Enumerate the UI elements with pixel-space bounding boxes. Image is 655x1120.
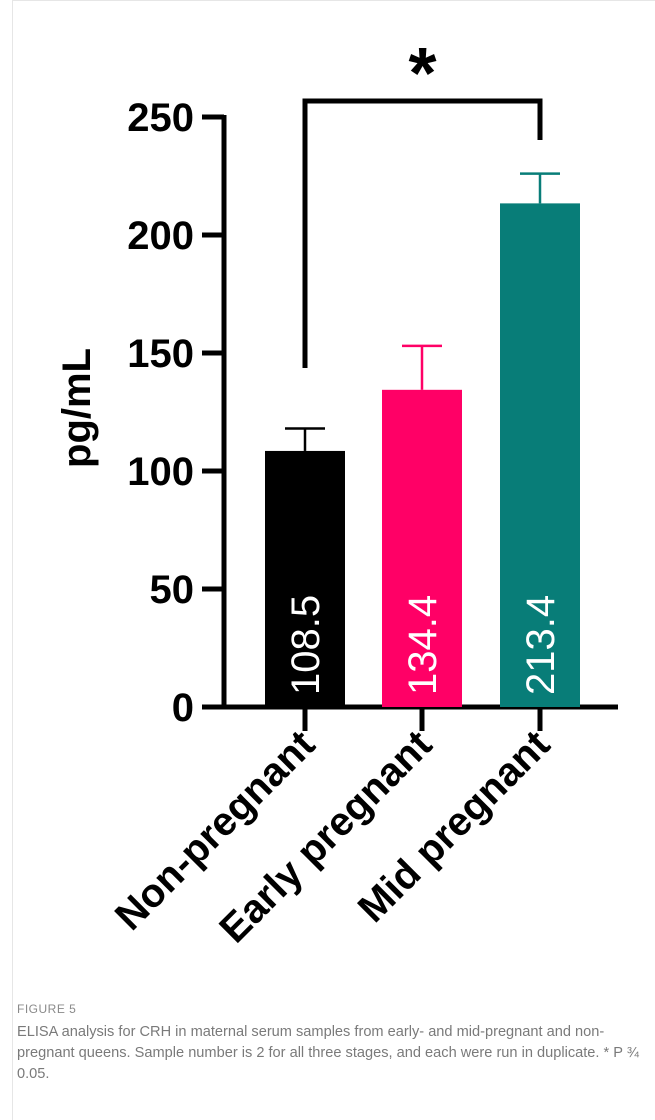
bar-chart: pg/mL 0 50 100 150 200 250 * 108.5 Non-pregnan… xyxy=(55,34,618,951)
bar-value-label: 134.4 xyxy=(401,595,445,695)
significance-bracket: * xyxy=(302,34,543,368)
figure-caption-text: ELISA analysis for CRH in maternal serum… xyxy=(17,1024,639,1082)
x-tick-label: Non-pregnant xyxy=(107,722,324,939)
y-tick-label: 150 xyxy=(127,332,194,376)
y-tick-label: 0 xyxy=(172,686,194,730)
y-axis-title: pg/mL xyxy=(55,348,99,468)
significance-bracket-line xyxy=(302,98,543,368)
bars xyxy=(265,172,580,707)
y-tick-label: 50 xyxy=(150,568,195,612)
y-axis-label: pg/mL xyxy=(55,348,99,468)
y-tick-label: 250 xyxy=(127,96,194,140)
figure-frame xyxy=(12,0,655,1120)
bar-value-label: 213.4 xyxy=(519,595,563,695)
significance-star: * xyxy=(408,34,436,114)
figure-caption: FIGURE 5 ELISA analysis for CRH in mater… xyxy=(17,1002,647,1085)
x-tick-label: Early pregnant xyxy=(211,722,440,951)
bar xyxy=(500,203,580,707)
bar xyxy=(382,389,462,707)
bar xyxy=(265,450,345,707)
figure-label: FIGURE 5 xyxy=(17,1002,77,1016)
y-tick-label: 200 xyxy=(127,214,194,258)
bar-value-label: 108.5 xyxy=(284,595,328,695)
y-tick-label: 100 xyxy=(127,450,194,494)
